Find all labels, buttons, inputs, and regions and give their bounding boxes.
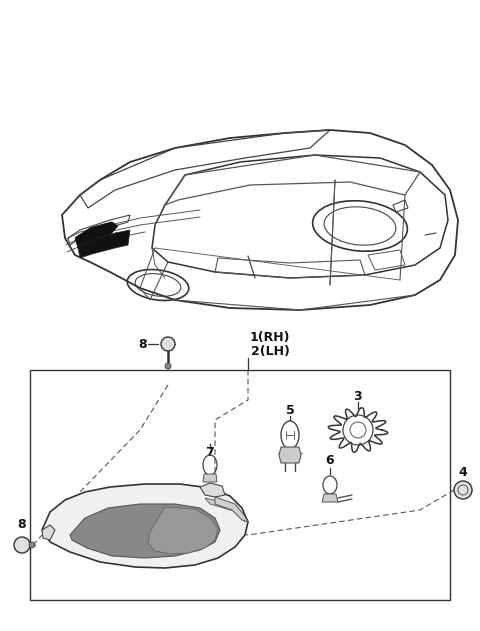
Bar xyxy=(30,370,450,600)
Text: 3: 3 xyxy=(354,389,362,403)
Polygon shape xyxy=(215,497,248,522)
Polygon shape xyxy=(70,504,220,558)
Text: 8: 8 xyxy=(18,519,26,531)
Circle shape xyxy=(350,422,366,438)
Polygon shape xyxy=(42,484,248,568)
Text: 7: 7 xyxy=(205,445,215,459)
Polygon shape xyxy=(203,474,217,482)
Circle shape xyxy=(29,542,35,548)
Polygon shape xyxy=(42,525,55,540)
Polygon shape xyxy=(148,507,218,554)
Text: 1(RH): 1(RH) xyxy=(250,331,290,345)
Circle shape xyxy=(14,537,30,553)
Polygon shape xyxy=(322,494,338,502)
Text: 2(LH): 2(LH) xyxy=(251,346,289,358)
Circle shape xyxy=(165,363,171,369)
Text: 8: 8 xyxy=(139,338,147,350)
Circle shape xyxy=(161,337,175,351)
Text: 4: 4 xyxy=(458,466,468,478)
Polygon shape xyxy=(279,447,301,463)
Text: 5: 5 xyxy=(286,403,294,416)
Polygon shape xyxy=(200,483,225,497)
Polygon shape xyxy=(75,222,118,248)
Text: 6: 6 xyxy=(326,454,334,466)
Polygon shape xyxy=(78,230,130,258)
Circle shape xyxy=(454,481,472,499)
Polygon shape xyxy=(205,498,245,522)
